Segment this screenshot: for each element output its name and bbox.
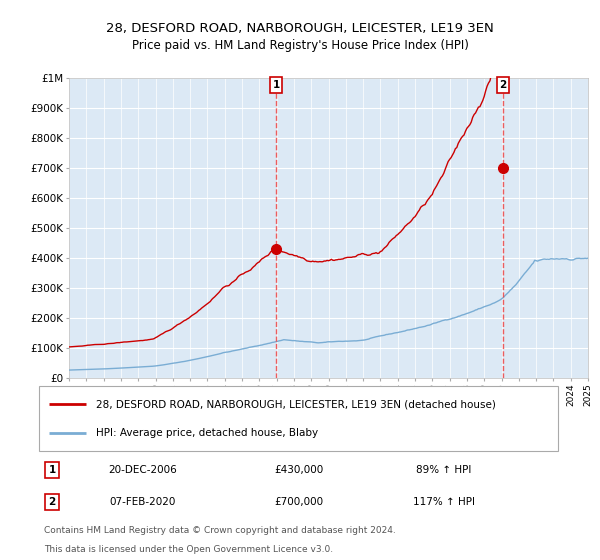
Text: 28, DESFORD ROAD, NARBOROUGH, LEICESTER, LE19 3EN (detached house): 28, DESFORD ROAD, NARBOROUGH, LEICESTER,… [96, 399, 496, 409]
Text: 117% ↑ HPI: 117% ↑ HPI [413, 497, 475, 507]
Text: Price paid vs. HM Land Registry's House Price Index (HPI): Price paid vs. HM Land Registry's House … [131, 39, 469, 52]
FancyBboxPatch shape [39, 386, 558, 451]
Text: Contains HM Land Registry data © Crown copyright and database right 2024.: Contains HM Land Registry data © Crown c… [44, 526, 396, 535]
Text: £700,000: £700,000 [274, 497, 323, 507]
Text: 89% ↑ HPI: 89% ↑ HPI [416, 465, 472, 475]
Text: 20-DEC-2006: 20-DEC-2006 [109, 465, 177, 475]
Text: £430,000: £430,000 [274, 465, 323, 475]
Text: 1: 1 [272, 80, 280, 90]
Text: This data is licensed under the Open Government Licence v3.0.: This data is licensed under the Open Gov… [44, 545, 334, 554]
Text: 07-FEB-2020: 07-FEB-2020 [110, 497, 176, 507]
Text: 2: 2 [49, 497, 56, 507]
Text: HPI: Average price, detached house, Blaby: HPI: Average price, detached house, Blab… [96, 428, 318, 438]
Text: 1: 1 [49, 465, 56, 475]
Text: 28, DESFORD ROAD, NARBOROUGH, LEICESTER, LE19 3EN: 28, DESFORD ROAD, NARBOROUGH, LEICESTER,… [106, 22, 494, 35]
Text: 2: 2 [500, 80, 507, 90]
